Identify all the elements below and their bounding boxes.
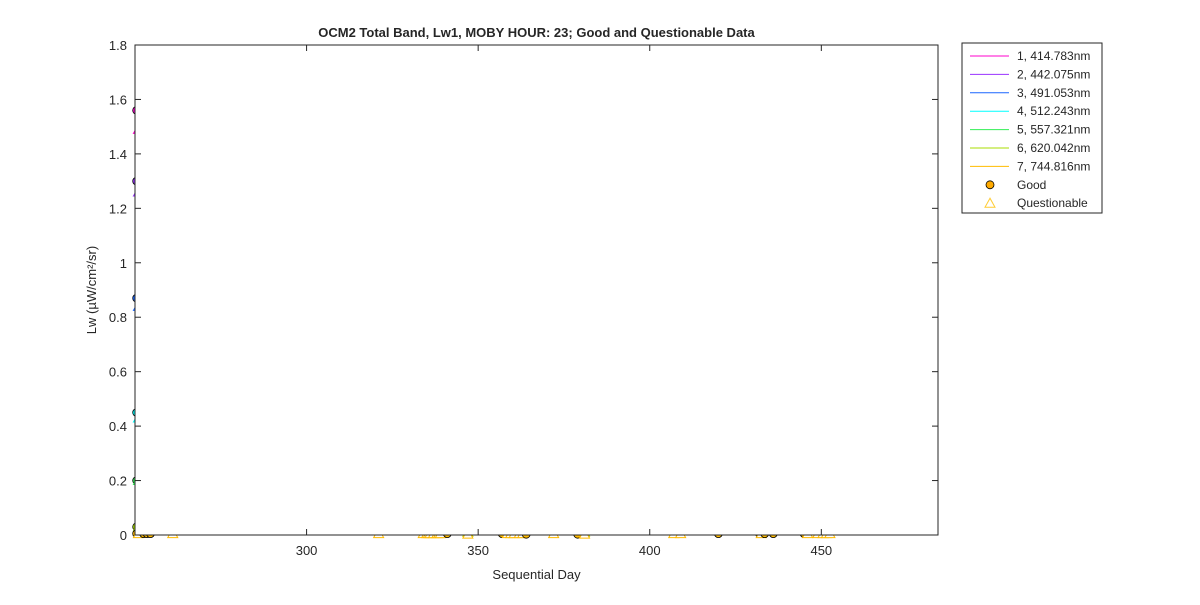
x-tick-label: 400 bbox=[639, 543, 661, 558]
legend-entry-label: Questionable bbox=[1017, 196, 1088, 210]
legend-good-marker bbox=[986, 181, 994, 189]
y-tick-label: 1.6 bbox=[109, 92, 127, 107]
y-tick-label: 0.6 bbox=[109, 365, 127, 380]
y-tick-label: 1.2 bbox=[109, 201, 127, 216]
x-tick-label: 350 bbox=[467, 543, 489, 558]
x-axis-label: Sequential Day bbox=[492, 567, 581, 582]
legend-entry-label: 7, 744.816nm bbox=[1017, 159, 1090, 173]
legend-entry-label: 5, 557.321nm bbox=[1017, 123, 1090, 137]
legend-entry-label: 4, 512.243nm bbox=[1017, 104, 1090, 118]
y-axis-label: Lw (µW/cm²/sr) bbox=[84, 246, 99, 334]
legend-entry-label: 2, 442.075nm bbox=[1017, 67, 1090, 81]
y-tick-label: 0 bbox=[120, 528, 127, 543]
x-tick-label: 450 bbox=[810, 543, 832, 558]
y-tick-label: 0.4 bbox=[109, 419, 127, 434]
legend-entry-label: 6, 620.042nm bbox=[1017, 141, 1090, 155]
x-tick-label: 300 bbox=[296, 543, 318, 558]
y-tick-label: 1.8 bbox=[109, 38, 127, 53]
axes: 300 350 400 450 0 0.2 0.4 0.6 0.8 1 1.2 1.4 1.6 1.8 OC… bbox=[84, 25, 938, 582]
y-tick-label: 0.8 bbox=[109, 310, 127, 325]
y-tick-label: 0.2 bbox=[109, 474, 127, 489]
chart-title: OCM2 Total Band, Lw1, MOBY HOUR: 23; Goo… bbox=[318, 25, 755, 40]
legend-entry-label: 3, 491.053nm bbox=[1017, 86, 1090, 100]
y-tick-label: 1.4 bbox=[109, 147, 127, 162]
legend-entry-label: 1, 414.783nm bbox=[1017, 49, 1090, 63]
legend-entry-label: Good bbox=[1017, 178, 1046, 192]
legend: 1, 414.783nm 2, 442.075nm 3, 491.053nm 4, 5… bbox=[962, 43, 1102, 213]
axes-background bbox=[135, 45, 938, 535]
y-tick-label: 1 bbox=[120, 256, 127, 271]
